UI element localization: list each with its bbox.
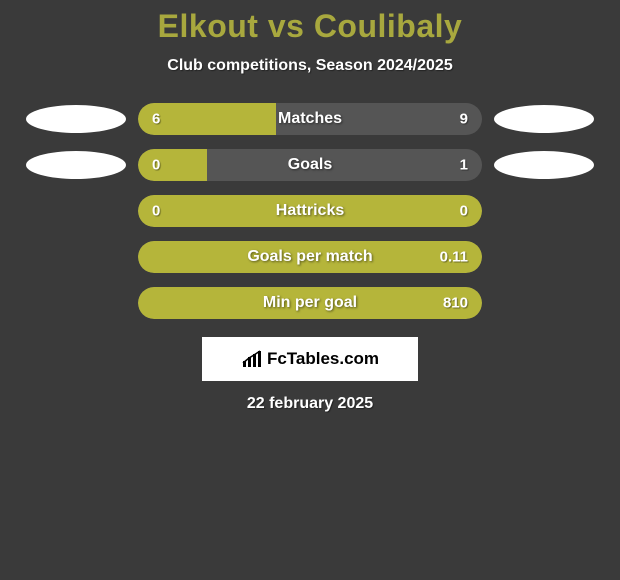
player-photo-right	[494, 105, 594, 133]
stat-value-right: 1	[460, 157, 468, 174]
stat-value-right: 810	[443, 295, 468, 312]
stat-value-right: 9	[460, 111, 468, 128]
subtitle: Club competitions, Season 2024/2025	[0, 57, 620, 75]
stat-rows: 6 Matches 9 0 Goals 1 0 Hattricks 0 Goals per mat…	[0, 103, 620, 319]
player-photo-right	[494, 151, 594, 179]
player-photo-left	[26, 151, 126, 179]
stat-row: 0 Hattricks 0	[0, 195, 620, 227]
stat-bar: 6 Matches 9	[138, 103, 482, 135]
stat-bar: 0 Goals 1	[138, 149, 482, 181]
stat-row: Min per goal 810	[0, 287, 620, 319]
stat-row: 6 Matches 9	[0, 103, 620, 135]
stat-label: Min per goal	[263, 294, 357, 312]
stat-label: Hattricks	[276, 202, 344, 220]
stat-value-left: 0	[152, 157, 160, 174]
stat-value-left: 6	[152, 111, 160, 128]
comparison-card: Elkout vs Coulibaly Club competitions, S…	[0, 0, 620, 413]
date-label: 22 february 2025	[0, 395, 620, 413]
stat-row: 0 Goals 1	[0, 149, 620, 181]
stat-row: Goals per match 0.11	[0, 241, 620, 273]
player-photo-left	[26, 105, 126, 133]
bar-chart-icon	[241, 349, 263, 369]
stat-label: Goals per match	[247, 248, 372, 266]
page-title: Elkout vs Coulibaly	[0, 8, 620, 45]
stat-bar: Goals per match 0.11	[138, 241, 482, 273]
stat-label: Matches	[278, 110, 342, 128]
stat-value-left: 0	[152, 203, 160, 220]
stat-value-right: 0	[460, 203, 468, 220]
stat-bar: 0 Hattricks 0	[138, 195, 482, 227]
stat-bar: Min per goal 810	[138, 287, 482, 319]
logo-text: FcTables.com	[267, 349, 379, 369]
stat-value-right: 0.11	[440, 249, 468, 266]
fctables-logo[interactable]: FcTables.com	[202, 337, 418, 381]
stat-bar-fill	[138, 149, 207, 181]
stat-label: Goals	[288, 156, 332, 174]
